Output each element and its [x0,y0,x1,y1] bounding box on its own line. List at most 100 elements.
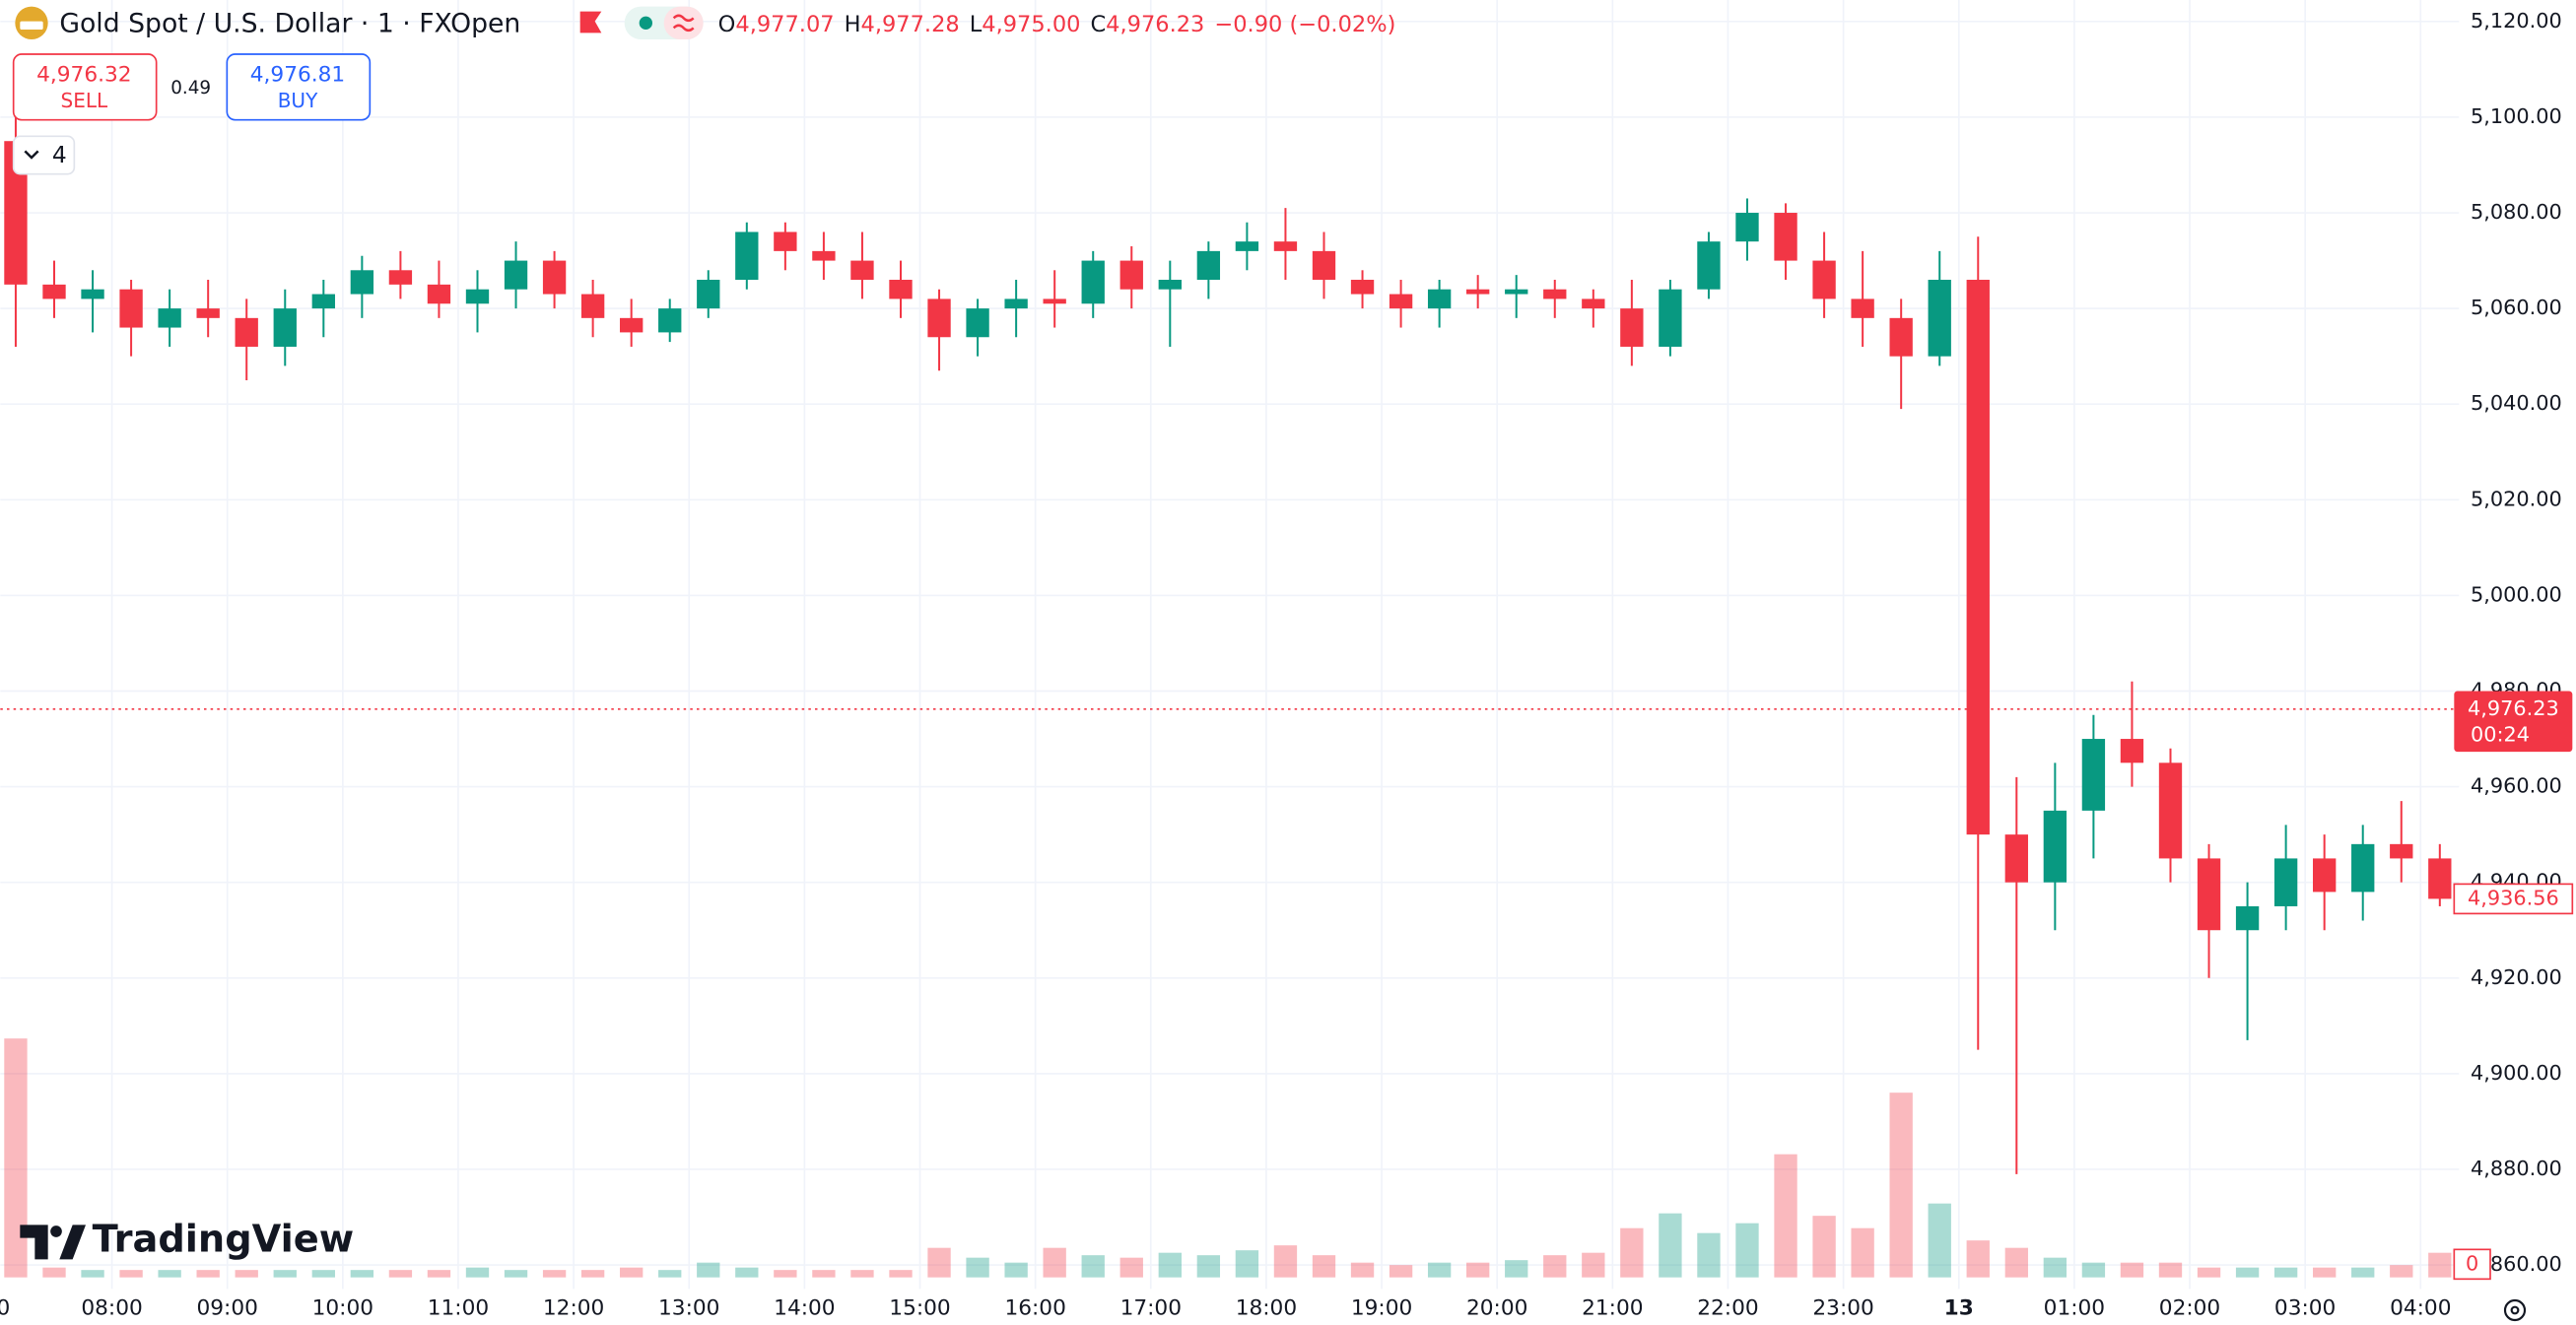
countdown: 00:24 [2471,722,2530,746]
ohlc-key: H [845,12,861,37]
volume-bar [1659,1213,1682,1278]
candle-body [1851,298,1874,318]
ohlc-values: O4,977.07 H4,977.28 L4,975.00 C4,976.23 −0.9… [718,12,1396,37]
candle-body [1928,279,1951,357]
flag-icon[interactable] [579,11,602,33]
volume-bar [427,1270,451,1278]
volume-bar [2043,1257,2068,1278]
candle-body [1543,289,1567,299]
overlay: 00 08:00 09:00 10:00 11:00 12:00 13:00 14:00 15:… [0,6,2574,1322]
candle-body [1659,289,1682,347]
ohlc-key: C [1090,12,1106,37]
volume-bar [966,1257,989,1278]
volume-bar [850,1270,874,1278]
candle-body [1158,279,1182,290]
x-tick-label: 23:00 [1812,1295,1873,1320]
candle-body [2197,858,2221,931]
volume-bar [1543,1255,1567,1278]
volume-bar [2351,1267,2375,1278]
volume-bar [697,1262,720,1278]
x-tick-label: 12:00 [543,1295,604,1320]
candle-body [1119,260,1143,290]
volume-bar [2081,1262,2106,1278]
y-tick-label: 5,100.00 [2471,104,2562,128]
x-tick-label: 14:00 [774,1295,835,1320]
sell-button[interactable] [12,53,158,121]
volume-bar [2428,1252,2452,1278]
candle-body [658,308,682,333]
volume-bar [927,1247,951,1278]
volume-bar [542,1270,567,1278]
ohlc-value: 4,976.23 [1106,12,1204,37]
candle-body [1273,241,1298,251]
volume-bar [273,1270,297,1278]
volume-bar [580,1270,605,1278]
candle-body [1043,298,1066,304]
volume-bar [1389,1265,1413,1278]
volume-bar [2004,1247,2028,1278]
x-tick-label: 03:00 [2274,1295,2336,1320]
volume-bar [735,1267,759,1278]
volume-bar [311,1270,335,1278]
y-tick-label: 5,060.00 [2471,296,2562,319]
volume-bar [1043,1247,1066,1278]
volume-bar [1812,1216,1836,1278]
volume-bar [388,1270,413,1278]
candle-body [966,308,989,338]
candle-body [350,270,374,295]
volume-bar [4,1038,28,1278]
candle-body [1774,213,1797,261]
status-dot [639,16,652,30]
volume-bar [774,1270,797,1278]
buy-price: 4,976.81 [250,63,345,88]
volume-bar [158,1270,181,1278]
x-tick-label: 19:00 [1351,1295,1412,1320]
volume-bar [1350,1262,1375,1278]
candle-body [735,232,759,280]
candle-body [2043,810,2068,883]
y-tick-label: 5,120.00 [2471,9,2562,33]
ohlc-key: L [970,12,983,37]
volume-bar [1505,1260,1528,1278]
status-pill-right [663,6,704,39]
ohlc-value: 4,975.00 [982,12,1080,37]
volume-bar [1851,1227,1874,1278]
candle-body [235,317,258,347]
x-tick-label: 22:00 [1697,1295,1758,1320]
status-wave [672,14,695,33]
candle-body [427,284,451,304]
candle-body [1889,317,1913,357]
buy-button[interactable] [226,53,372,121]
x-tick-label: 20:00 [1466,1295,1527,1320]
buy-label: BUY [278,89,318,112]
volume-bar [1582,1252,1605,1278]
volume-bar [658,1270,682,1278]
indicator-badge[interactable] [12,135,76,175]
settings-icon[interactable] [2503,1298,2527,1322]
candle-body [774,232,797,251]
candle-body [1582,298,1605,309]
volume-bar [620,1267,644,1278]
volume-bar [1235,1250,1259,1278]
indicator-count: 4 [52,141,67,168]
candle-body [2351,843,2375,893]
volume-bar [1735,1223,1759,1278]
last-price-box [2453,883,2574,915]
candle-body [1620,308,1644,347]
x-tick-label: 08:00 [81,1295,142,1320]
candle-body [311,294,335,309]
volume-bar [2120,1262,2144,1278]
volume-bar [812,1270,836,1278]
volume-bar [196,1270,220,1278]
x-tick-label: 10:00 [312,1295,373,1320]
volume-bar [350,1270,374,1278]
price-line-box [2454,691,2573,753]
x-tick-label: 09:00 [196,1295,257,1320]
volume-bar [2273,1267,2298,1278]
candle-body [620,317,644,333]
y-tick-label: 4,880.00 [2471,1157,2562,1180]
x-tick-label: 16:00 [1004,1295,1065,1320]
volume-bar [1158,1252,1182,1278]
change: −0.90 (−0.02%) [1214,12,1395,37]
x-tick-label: 13 [1944,1295,1974,1320]
